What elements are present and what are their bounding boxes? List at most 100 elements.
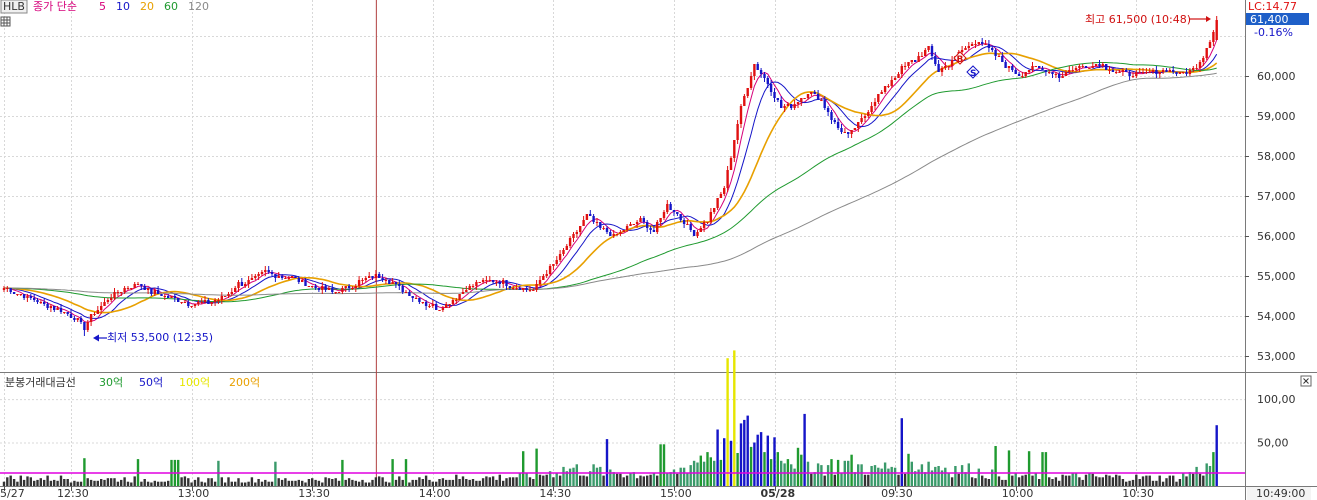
candle [870, 102, 873, 114]
candle [1044, 70, 1048, 76]
volume-bar [954, 466, 957, 486]
candle [950, 56, 954, 70]
candle [646, 220, 649, 232]
candle [73, 316, 76, 322]
candle [991, 46, 994, 52]
volume-bar [733, 350, 736, 486]
volume-pane-close-icon[interactable] [1300, 375, 1312, 387]
volume-bar [1195, 466, 1198, 486]
candle [545, 270, 548, 278]
volume-bar [609, 469, 612, 486]
volume-bar [682, 467, 686, 486]
candle [1208, 40, 1212, 48]
symbol-box[interactable] [0, 0, 28, 14]
buy-marker-icon: B [953, 51, 967, 65]
volume-bar [612, 472, 615, 486]
candle [22, 294, 26, 300]
volume-bar [880, 468, 883, 486]
candle [321, 282, 324, 294]
time-tick-label: 15:00 [660, 487, 692, 500]
volume-bar [408, 482, 411, 486]
candle [46, 302, 49, 310]
candle [133, 282, 136, 288]
volume-bar [361, 479, 364, 486]
volume-bar [579, 475, 582, 486]
volume-bar [1115, 474, 1118, 486]
ma-legend-item: 60 [164, 0, 178, 13]
volume-bar [230, 481, 233, 486]
volume-bar [213, 481, 217, 486]
candle [468, 284, 471, 290]
volume-bar [1111, 477, 1115, 486]
volume-bar [438, 479, 441, 486]
candle [401, 284, 404, 294]
volume-bar [515, 477, 518, 486]
candle [1195, 64, 1198, 70]
volume-bar [414, 479, 418, 486]
volume-bar [857, 464, 860, 486]
candle [1001, 52, 1004, 62]
candle [964, 46, 967, 50]
volume-bar [538, 474, 542, 486]
candle [1014, 68, 1017, 74]
candle [850, 130, 853, 138]
candle [29, 294, 32, 300]
candle [250, 274, 254, 280]
volume-bar [146, 481, 150, 486]
candle [203, 296, 207, 304]
candle [1007, 66, 1011, 72]
volume-bar [960, 465, 964, 486]
volume-bar [639, 475, 642, 486]
volume-bar [1158, 475, 1161, 486]
candle [197, 300, 200, 306]
candle [810, 92, 813, 96]
candle [126, 286, 130, 290]
candle [790, 104, 793, 110]
candle [1198, 60, 1202, 72]
volume-bar [883, 462, 887, 486]
volume-bar [347, 478, 351, 486]
high-arrow-icon [1190, 16, 1211, 22]
volume-bar [143, 479, 146, 486]
candle [1161, 68, 1165, 74]
volume-bar [632, 472, 635, 486]
change-pct-label: -0.16% [1254, 26, 1293, 39]
volume-bar [706, 452, 709, 486]
volume-bar [615, 473, 619, 486]
volume-bar [666, 473, 669, 486]
volume-bar [602, 475, 605, 486]
candle [1024, 72, 1027, 78]
candle [917, 52, 920, 62]
volume-bar [676, 473, 679, 486]
volume-bar [89, 479, 93, 486]
candle [515, 284, 518, 290]
volume-bar [1074, 473, 1078, 486]
volume-bar [508, 477, 512, 486]
volume-bar [123, 477, 126, 486]
volume-bar [301, 480, 304, 486]
low-arrow-icon [93, 334, 107, 342]
volume-bar [368, 482, 371, 486]
candle [910, 60, 913, 64]
candle [702, 220, 706, 232]
candle [324, 284, 327, 292]
candle [512, 286, 515, 290]
candle [378, 272, 381, 278]
volume-bar [505, 478, 508, 486]
candle [100, 302, 103, 314]
candle [897, 72, 900, 78]
volume-bar [1017, 477, 1021, 486]
candle [733, 140, 736, 162]
grid-toggle-icon[interactable] [0, 16, 11, 27]
low-label: 최저 53,500 (12:35) [107, 331, 213, 344]
volume-bar [93, 480, 96, 486]
candle [307, 286, 311, 287]
volume-bar [642, 476, 645, 486]
candle [652, 226, 656, 232]
candle [873, 98, 877, 110]
volume-bar [465, 479, 468, 486]
volume-bar [545, 474, 548, 486]
volume-bar [1135, 474, 1138, 486]
volume-bar [1105, 474, 1108, 486]
volume-legend-item: 100억 [179, 376, 210, 389]
